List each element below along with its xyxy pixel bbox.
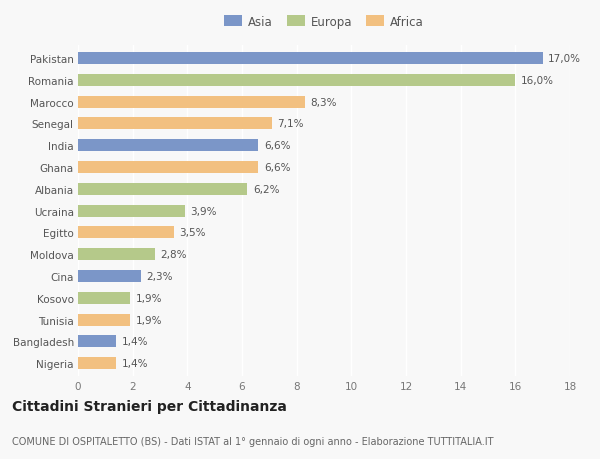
Bar [78, 314, 130, 326]
Legend: Asia, Europa, Africa: Asia, Europa, Africa [220, 11, 428, 34]
Text: 6,6%: 6,6% [264, 141, 290, 151]
Bar [78, 205, 185, 217]
Text: 1,9%: 1,9% [136, 315, 162, 325]
Text: 16,0%: 16,0% [521, 76, 554, 86]
Text: 17,0%: 17,0% [548, 54, 581, 64]
Text: Cittadini Stranieri per Cittadinanza: Cittadini Stranieri per Cittadinanza [12, 399, 287, 413]
Text: 1,9%: 1,9% [136, 293, 162, 303]
Bar [78, 162, 259, 174]
Bar [78, 53, 542, 65]
Bar [78, 96, 305, 108]
Text: 2,3%: 2,3% [146, 271, 173, 281]
Bar [78, 140, 259, 152]
Text: 7,1%: 7,1% [278, 119, 304, 129]
Bar [78, 227, 173, 239]
Bar [78, 292, 130, 304]
Bar [78, 184, 247, 196]
Text: 2,8%: 2,8% [160, 250, 187, 260]
Text: 6,6%: 6,6% [264, 162, 290, 173]
Bar [78, 358, 116, 369]
Bar [78, 118, 272, 130]
Text: 3,5%: 3,5% [179, 228, 206, 238]
Text: 1,4%: 1,4% [122, 358, 148, 368]
Bar [78, 336, 116, 347]
Text: COMUNE DI OSPITALETTO (BS) - Dati ISTAT al 1° gennaio di ogni anno - Elaborazion: COMUNE DI OSPITALETTO (BS) - Dati ISTAT … [12, 436, 493, 446]
Bar [78, 270, 141, 282]
Text: 3,9%: 3,9% [190, 206, 217, 216]
Text: 1,4%: 1,4% [122, 336, 148, 347]
Bar [78, 249, 155, 261]
Text: 8,3%: 8,3% [310, 97, 337, 107]
Text: 6,2%: 6,2% [253, 185, 280, 195]
Bar [78, 75, 515, 87]
